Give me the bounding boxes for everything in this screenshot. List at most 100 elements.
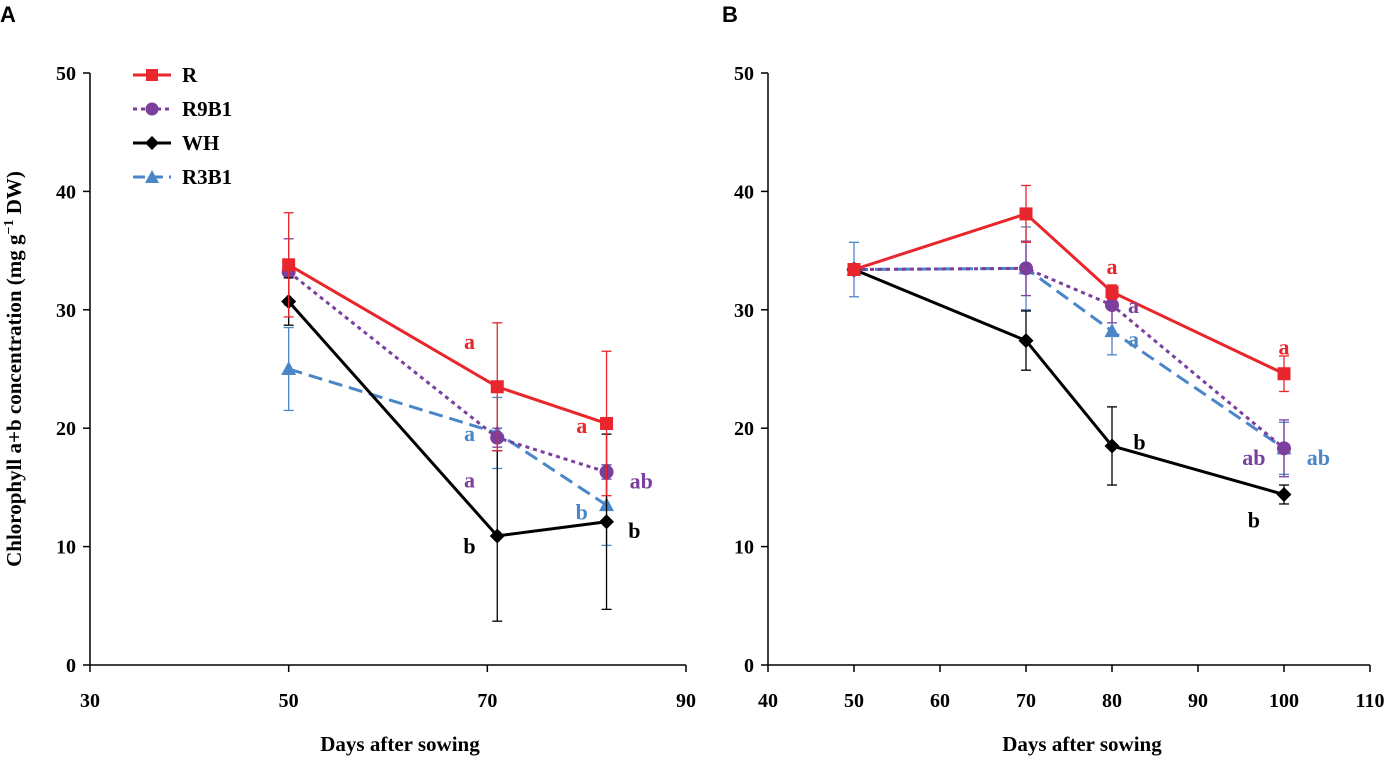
y-title-main: Chlorophyll a+b concentration (mg g bbox=[2, 234, 26, 567]
panel-b-series-wh bbox=[846, 262, 1292, 505]
panel-a-point-r bbox=[282, 258, 296, 272]
panel-a-y-tick-label: 30 bbox=[56, 300, 76, 322]
panel-b-x-tick-label: 40 bbox=[758, 690, 778, 712]
panel-a-significance-label: a bbox=[576, 413, 587, 438]
panel-b-significance-label: a bbox=[1107, 254, 1118, 279]
panel-b-point-r3b1 bbox=[1104, 323, 1120, 338]
panel-a-x-tick-label: 30 bbox=[80, 690, 100, 712]
legend-entry-r3b1: R3B1 bbox=[133, 165, 232, 189]
panel-a-significance-label: b bbox=[628, 518, 640, 543]
panel-a-point-r3b1 bbox=[281, 361, 297, 375]
panel-b-significance-label: a bbox=[1128, 326, 1139, 351]
panel-b-x-tick-label: 70 bbox=[1016, 690, 1036, 712]
panel-a-significance-label: a bbox=[464, 421, 475, 446]
panel-b-x-ticks: 40 50 60 70 80 90 100 110 bbox=[758, 665, 1384, 712]
panel-b-line-r bbox=[853, 212, 1285, 376]
legend-circle-marker bbox=[145, 102, 159, 116]
panel-b-significance-label: a bbox=[1279, 335, 1290, 360]
panel-b-point-wh bbox=[1276, 487, 1292, 503]
panel-a-significance-label: ab bbox=[630, 468, 653, 493]
panel-a-series bbox=[281, 212, 615, 622]
panel-b-x-tick-label: 100 bbox=[1269, 690, 1299, 712]
panel-a-y-tick-label: 0 bbox=[66, 655, 76, 677]
panel-b-point-wh bbox=[1104, 438, 1120, 454]
panel-b-y-tick-label: 30 bbox=[734, 300, 754, 322]
legend-diamond-marker bbox=[145, 136, 159, 150]
panel-b-y-tick-label: 0 bbox=[744, 655, 754, 677]
panel-a-x-axis-title: Days after sowing bbox=[320, 732, 480, 756]
panel-b-line-wh bbox=[853, 268, 1285, 496]
panel-b-y-ticks: 0 10 20 30 40 50 bbox=[734, 63, 768, 677]
panel-b-series-r3b1 bbox=[846, 226, 1292, 476]
legend-label-r: R bbox=[182, 63, 198, 87]
legend-entry-r9b1: R9B1 bbox=[133, 97, 232, 121]
panel-b-x-tick-label: 60 bbox=[930, 690, 950, 712]
panel-a-x-ticks: 30 50 70 90 bbox=[80, 665, 696, 712]
panel-b-series-r bbox=[847, 184, 1291, 393]
panel-a-line-wh bbox=[287, 300, 607, 538]
panel-b-significance-label: ab bbox=[1307, 445, 1330, 470]
panel-b-point-r9b1 bbox=[1019, 261, 1033, 276]
panel-b-point-r9b1 bbox=[1277, 441, 1291, 456]
panel-a-significance-label: b bbox=[576, 499, 588, 524]
panel-b-x-tick-label: 90 bbox=[1188, 690, 1208, 712]
y-title-end: DW) bbox=[2, 171, 26, 219]
panel-b-y-tick-label: 20 bbox=[734, 418, 754, 440]
panel-b-point-r bbox=[1277, 367, 1291, 381]
panel-a-line-r3b1 bbox=[288, 367, 608, 507]
panel-b-significance-label: b bbox=[1133, 429, 1145, 454]
panel-b-y-tick-label: 40 bbox=[734, 181, 754, 203]
panel-b-line-r9b1 bbox=[853, 266, 1285, 450]
panel-b-x-axis-title: Days after sowing bbox=[1002, 732, 1162, 756]
panel-a-line-r9b1 bbox=[287, 270, 607, 474]
panel-b-x-tick-label: 50 bbox=[844, 690, 864, 712]
panel-b-significance-label: a bbox=[1128, 293, 1139, 318]
panel-label-a: A bbox=[0, 2, 16, 27]
panel-label-b: B bbox=[722, 2, 738, 27]
panel-a-x-tick-label: 90 bbox=[676, 690, 696, 712]
panel-a-y-ticks: 0 10 20 30 40 50 bbox=[56, 63, 90, 677]
panel-a-y-tick-label: 50 bbox=[56, 63, 76, 85]
panel-b-point-r bbox=[1105, 285, 1119, 299]
legend-label-wh: WH bbox=[182, 131, 219, 155]
panel-b-series-r9b1 bbox=[847, 240, 1291, 478]
legend-label-r3b1: R3B1 bbox=[182, 165, 232, 189]
panel-b-significance-label: ab bbox=[1242, 445, 1265, 470]
panel-a-point-wh bbox=[599, 514, 615, 530]
panel-a-y-tick-label: 40 bbox=[56, 181, 76, 203]
panel-b-line-r3b1 bbox=[853, 266, 1285, 450]
panel-a-x-tick-label: 70 bbox=[477, 690, 497, 712]
panel-b-series bbox=[846, 184, 1292, 505]
panel-a-significance-label: a bbox=[464, 329, 475, 354]
panel-a-point-wh bbox=[489, 528, 505, 544]
panel-a-series-r bbox=[282, 212, 614, 497]
panel-a-point-r bbox=[600, 416, 614, 430]
panel-b-x-tick-label: 110 bbox=[1356, 690, 1385, 712]
panel-a-significance-label: b bbox=[463, 534, 475, 559]
y-title-superscript: −1 bbox=[2, 220, 17, 235]
legend-entry-wh: WH bbox=[133, 131, 219, 155]
legend-entry-r: R bbox=[133, 63, 198, 87]
legend: R R9B1 WH R3B1 bbox=[133, 63, 232, 189]
legend-triangle-marker bbox=[145, 170, 159, 183]
panel-a-y-tick-label: 10 bbox=[56, 537, 76, 559]
panel-b-point-r bbox=[847, 263, 861, 277]
panel-b-point-r bbox=[1019, 207, 1033, 221]
panel-a-series-r3b1 bbox=[281, 326, 615, 547]
panel-b-point-wh bbox=[1018, 333, 1034, 349]
panel-b-y-tick-label: 50 bbox=[734, 63, 754, 85]
panel-a-y-tick-label: 20 bbox=[56, 418, 76, 440]
panel-a-x-tick-label: 50 bbox=[279, 690, 299, 712]
panel-a-series-wh bbox=[281, 277, 615, 622]
panel-b-point-r9b1 bbox=[1105, 298, 1119, 313]
legend-label-r9b1: R9B1 bbox=[182, 97, 232, 121]
panel-b-significance-label: b bbox=[1248, 508, 1260, 533]
panel-a-significance-label: a bbox=[464, 467, 475, 492]
legend-square-marker bbox=[146, 69, 158, 81]
panel-b-y-tick-label: 10 bbox=[734, 537, 754, 559]
